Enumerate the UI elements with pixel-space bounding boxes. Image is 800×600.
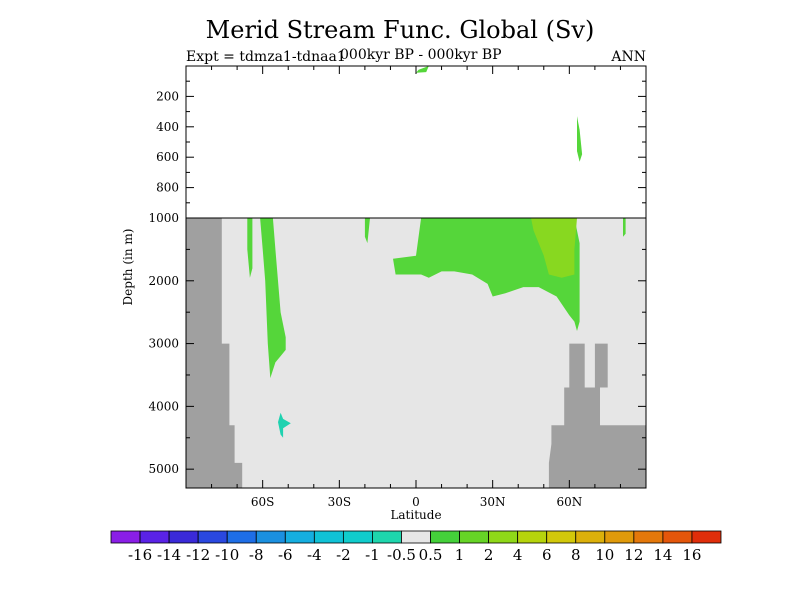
x-tick-label: 60N	[556, 495, 582, 509]
colorbar-label: 10	[595, 546, 614, 564]
colorbar-label: 16	[682, 546, 701, 564]
contour-south-ocean-thin	[247, 218, 253, 278]
colorbar-box	[284, 530, 315, 544]
x-tick-label: 60S	[251, 495, 275, 509]
arctic-mask	[548, 343, 646, 488]
colorbar-label: -10	[215, 546, 239, 564]
x-tick-label: 30S	[328, 495, 352, 509]
contour-north-2to4-cell	[531, 218, 577, 278]
colorbar-label: 1	[455, 546, 465, 564]
upper-background	[186, 66, 646, 218]
colorbar-box	[255, 530, 286, 544]
colorbar-box	[342, 530, 373, 544]
contour-north-deep-cell	[393, 218, 580, 331]
y-tick-label: 400	[156, 120, 179, 134]
colorbar-box	[313, 530, 344, 544]
colorbar-box	[459, 530, 490, 544]
colorbar-box	[633, 530, 664, 544]
colorbar-label: -14	[157, 546, 181, 564]
y-tick-label: 5000	[148, 462, 179, 476]
contour-far-north-sliver	[623, 218, 626, 237]
antarctic-mask	[186, 218, 243, 488]
colorbar-box	[139, 530, 170, 544]
y-tick-label: 800	[156, 181, 179, 195]
colorbar-label: 0.5	[419, 546, 443, 564]
colorbar-box	[691, 530, 722, 544]
chart-title: Merid Stream Func. Global (Sv)	[205, 16, 595, 44]
upper-depth-panel	[186, 66, 646, 218]
colorbar-label: -0.5	[387, 546, 416, 564]
y-axis-label: Depth (in m)	[121, 229, 135, 306]
y-tick-label: 3000	[148, 337, 179, 351]
x-axis-label: Latitude	[390, 508, 441, 522]
colorbar-label: 12	[624, 546, 643, 564]
experiment-label: Expt = tdmza1-tdnaa1	[186, 49, 346, 65]
contour-south-ocean-cell	[260, 218, 286, 379]
colorbar: -16 -14 -12 -10 -8 -6 -4 -2 -1 -0.5 0.5 1 2 4 6 8 10 12 14…	[110, 530, 722, 564]
colorbar-box	[226, 530, 257, 544]
colorbar-box	[546, 530, 577, 544]
x-tick-label: 30N	[480, 495, 506, 509]
colorbar-label: -16	[128, 546, 152, 564]
season-label: ANN	[611, 49, 646, 65]
y-tick-label: 600	[156, 150, 179, 164]
colorbar-box	[662, 530, 693, 544]
contour-upper-60n-cell	[577, 116, 583, 162]
y-tick-label: 4000	[148, 399, 179, 413]
time-range-label: 000kyr BP - 000kyr BP	[340, 47, 502, 63]
colorbar-box	[488, 530, 519, 544]
y-tick-label: 2000	[148, 274, 179, 288]
colorbar-box	[517, 530, 548, 544]
colorbar-box	[430, 530, 460, 544]
colorbar-label: -12	[186, 546, 210, 564]
colorbar-box	[575, 530, 606, 544]
colorbar-label: -6	[278, 546, 293, 564]
colorbar-label: 8	[571, 546, 581, 564]
x-tick-label: 0	[412, 495, 420, 509]
lower-depth-panel	[186, 218, 646, 488]
colorbar-label: 14	[653, 546, 672, 564]
colorbar-label: -4	[307, 546, 322, 564]
colorbar-label: 2	[484, 546, 494, 564]
colorbar-label: -2	[336, 546, 351, 564]
colorbar-label: 6	[542, 546, 552, 564]
colorbar-label: 4	[513, 546, 523, 564]
contour-cyan-deep-blob	[278, 412, 291, 438]
colorbar-label: -1	[365, 546, 380, 564]
axes: 60S 30S 0 30N 60N 200 400 600 800 1000 2000 3000 400…	[121, 65, 647, 522]
colorbar-box	[197, 530, 228, 544]
colorbar-label: -8	[249, 546, 264, 564]
colorbar-box	[604, 530, 635, 544]
y-tick-label: 200	[156, 89, 179, 103]
colorbar-box	[110, 530, 141, 544]
contour-upper-tropical-cell	[416, 66, 429, 73]
colorbar-box	[168, 530, 199, 544]
colorbar-box	[401, 530, 431, 544]
colorbar-box	[372, 530, 402, 544]
y-tick-label: 1000	[148, 211, 179, 225]
contour-south-15s-cell	[364, 218, 370, 244]
